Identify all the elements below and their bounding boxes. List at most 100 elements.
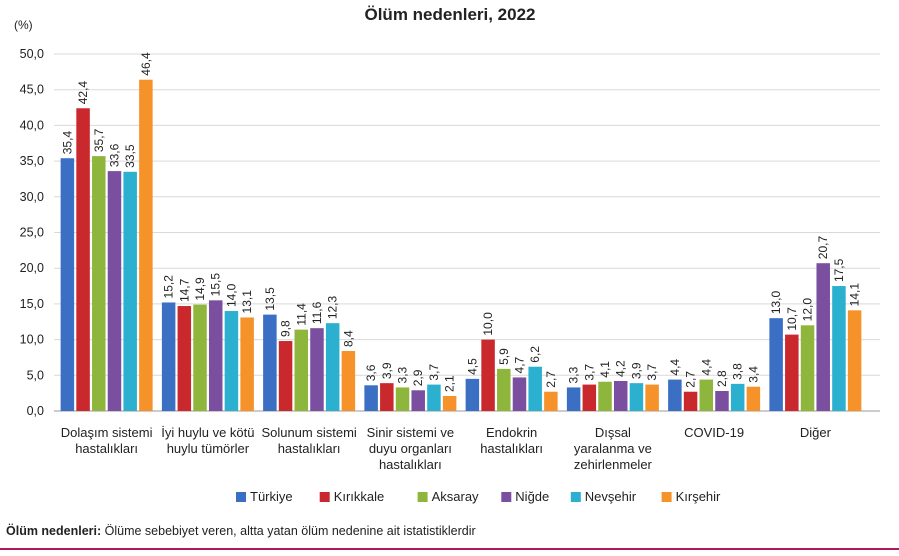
- x-tick-label: Dolaşım sistemi hastalıkları: [61, 425, 153, 456]
- bar: [785, 334, 799, 411]
- y-tick-label: 50,0: [20, 47, 44, 61]
- legend-swatch: [417, 492, 428, 502]
- x-tick-label: İyi huylu ve kötü huylu tümörler: [161, 425, 254, 456]
- bar: [76, 108, 90, 411]
- bar: [598, 381, 612, 411]
- y-axis-unit-label: (%): [14, 18, 33, 32]
- legend-item: Nevşehir: [585, 489, 637, 504]
- y-tick-label: 15,0: [20, 297, 44, 311]
- data-label: 42,4: [76, 81, 90, 105]
- bars: [60, 79, 862, 411]
- data-label: 35,7: [92, 128, 106, 152]
- legend-swatch: [501, 492, 512, 502]
- bar: [683, 391, 698, 411]
- data-label: 4,5: [465, 358, 479, 375]
- data-label: 35,4: [60, 131, 74, 155]
- data-label: 11,4: [294, 303, 308, 326]
- bar: [411, 390, 425, 411]
- data-label: 3,7: [582, 364, 596, 381]
- bar: [278, 341, 293, 411]
- bar: [746, 386, 761, 411]
- x-tick-label-line: Diğer: [800, 425, 832, 440]
- bar: [512, 377, 527, 411]
- bar: [395, 387, 410, 411]
- x-tick-label: COVID-19: [684, 425, 744, 440]
- legend: Türkiye Kırıkkale Aksaray Niğde Nevşehir Kırş…: [236, 489, 721, 504]
- x-tick-label-line: Sinir sistemi ve: [367, 425, 454, 440]
- bar: [364, 385, 378, 411]
- legend-swatch: [570, 492, 581, 502]
- data-label: 14,7: [177, 278, 191, 302]
- data-label: 4,1: [598, 361, 612, 378]
- data-label: 8,4: [341, 330, 355, 347]
- legend-swatch: [236, 492, 246, 502]
- data-label: 33,6: [107, 143, 121, 167]
- bar: [544, 391, 558, 411]
- data-label: 3,7: [645, 364, 659, 381]
- x-tick-label: Diğer: [800, 425, 832, 440]
- gridlines: [54, 53, 880, 412]
- legend-swatch: [319, 492, 330, 502]
- bar: [92, 156, 106, 411]
- bar: [294, 329, 309, 411]
- data-label: 3,7: [427, 364, 441, 381]
- y-tick-label: 5,0: [27, 368, 44, 382]
- x-tick-label-line: hastalıkları: [480, 441, 543, 456]
- bar: [60, 158, 75, 411]
- bar: [582, 384, 597, 411]
- y-tick-label: 45,0: [20, 83, 44, 97]
- data-label: 3,9: [629, 362, 643, 379]
- bar: [668, 379, 682, 411]
- data-label: 2,9: [411, 369, 425, 386]
- x-tick-label: Sinir sistemi ve duyu organları hastalıkla…: [367, 425, 454, 472]
- chart-title: Ölüm nedenleri, 2022: [364, 5, 535, 24]
- data-label: 6,2: [528, 346, 542, 363]
- data-label: 3,3: [567, 366, 581, 383]
- y-tick-label: 0,0: [27, 404, 44, 418]
- bar: [161, 302, 176, 411]
- data-label: 4,7: [512, 356, 526, 373]
- x-axis-labels: Dolaşım sistemi hastalıkları İyi huylu ve …: [61, 425, 832, 472]
- data-label: 5,9: [497, 348, 511, 365]
- data-label: 14,1: [848, 283, 862, 307]
- data-label: 3,3: [396, 366, 410, 383]
- bar: [769, 318, 783, 411]
- bar: [380, 383, 394, 411]
- data-label: 20,7: [816, 236, 830, 260]
- x-tick-label: Dışsal yaralanma ve zehirlenmeler: [574, 425, 653, 472]
- y-tick-label: 40,0: [20, 118, 44, 132]
- bar: [177, 306, 192, 411]
- bar: [325, 323, 340, 411]
- data-label: 13,5: [263, 287, 277, 311]
- x-tick-label-line: hastalıkları: [75, 441, 138, 456]
- legend-swatch: [661, 492, 672, 502]
- x-tick-label-line: Dışsal: [595, 425, 631, 440]
- bar: [193, 304, 207, 411]
- bar: [699, 379, 714, 411]
- data-label: 3,8: [731, 363, 745, 380]
- bar: [427, 384, 441, 411]
- data-label: 3,6: [364, 364, 378, 381]
- bar: [341, 351, 356, 411]
- x-tick-label-line: duyu organları: [369, 441, 452, 456]
- x-tick-label-line: COVID-19: [684, 425, 744, 440]
- data-label: 3,4: [746, 366, 760, 383]
- bar: [832, 286, 846, 411]
- data-label: 13,1: [240, 290, 254, 314]
- x-tick-label-line: hastalıkları: [379, 457, 442, 472]
- x-tick-label-line: Endokrin: [486, 425, 537, 440]
- y-tick-label: 25,0: [20, 226, 44, 240]
- bar: [123, 171, 137, 411]
- data-label: 4,4: [699, 359, 713, 376]
- bar: [613, 381, 628, 411]
- bar: [442, 396, 457, 411]
- y-axis-ticks: 0,0 5,0 10,0 15,0 20,0 25,0 30,0 35,0 40,0 45,0 50…: [20, 47, 44, 418]
- bar: [730, 383, 745, 411]
- data-label: 13,0: [769, 290, 783, 314]
- data-label: 14,9: [193, 277, 207, 301]
- legend-item: Türkiye: [250, 489, 293, 504]
- x-tick-label: Endokrin hastalıkları: [480, 425, 543, 456]
- legend-item: Kırşehir: [676, 489, 721, 504]
- bottom-divider: [0, 548, 899, 550]
- x-tick-label-line: huylu tümörler: [167, 441, 250, 456]
